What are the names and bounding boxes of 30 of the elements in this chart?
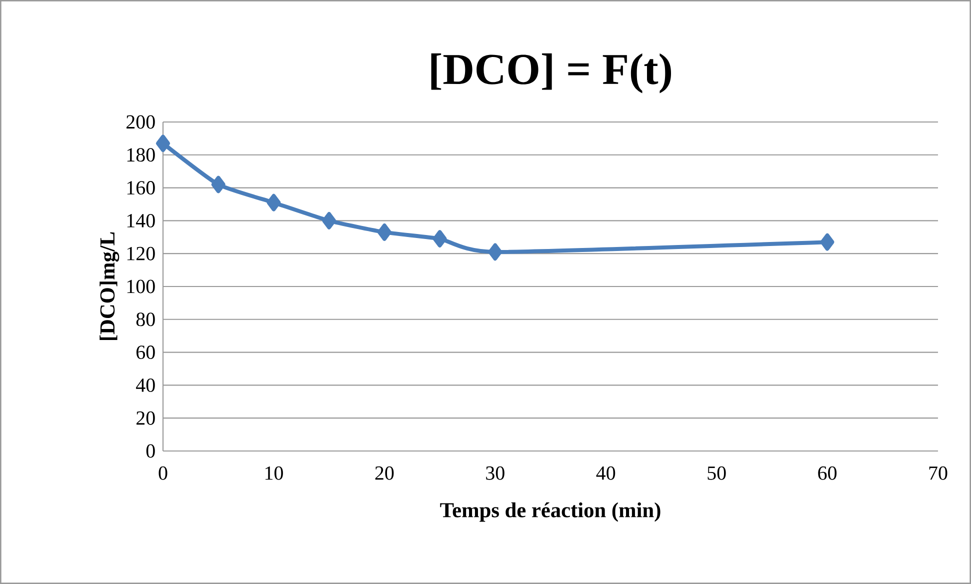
- y-tick-label: 180: [127, 148, 155, 162]
- point: [820, 233, 834, 251]
- y-tick-label: 140: [127, 214, 155, 228]
- x-tick-label: 0: [158, 466, 168, 480]
- point: [432, 230, 447, 248]
- point: [266, 194, 281, 212]
- y-tick-label: 120: [127, 246, 155, 260]
- x-tick-label: 20: [375, 466, 394, 480]
- point: [211, 176, 226, 194]
- chart-title: [DCO] = F(t): [431, 53, 672, 94]
- x-tick-label: 30: [486, 466, 504, 480]
- y-axis-title: [DCO]mg/L: [100, 232, 120, 340]
- y-tick-label: 20: [136, 411, 155, 425]
- y-tick-label: 160: [127, 181, 155, 195]
- point: [156, 134, 170, 152]
- y-tick-label: 60: [136, 346, 155, 360]
- x-tick-label: 50: [708, 466, 726, 480]
- y-tick-label: 100: [127, 280, 155, 294]
- x-axis-title: Temps de réaction (min): [440, 502, 660, 522]
- y-tick-label: 0: [146, 444, 155, 458]
- y-tick-label: 80: [136, 312, 155, 326]
- y-tick-label: 200: [126, 115, 155, 129]
- x-tick-label: 10: [265, 466, 283, 480]
- x-tick-label: 60: [818, 466, 837, 480]
- x-tick-label: 70: [929, 466, 948, 480]
- point: [322, 212, 336, 230]
- point: [488, 243, 502, 261]
- y-tick-label: 40: [136, 378, 155, 392]
- point: [377, 224, 392, 241]
- x-tick-label: 40: [596, 466, 616, 480]
